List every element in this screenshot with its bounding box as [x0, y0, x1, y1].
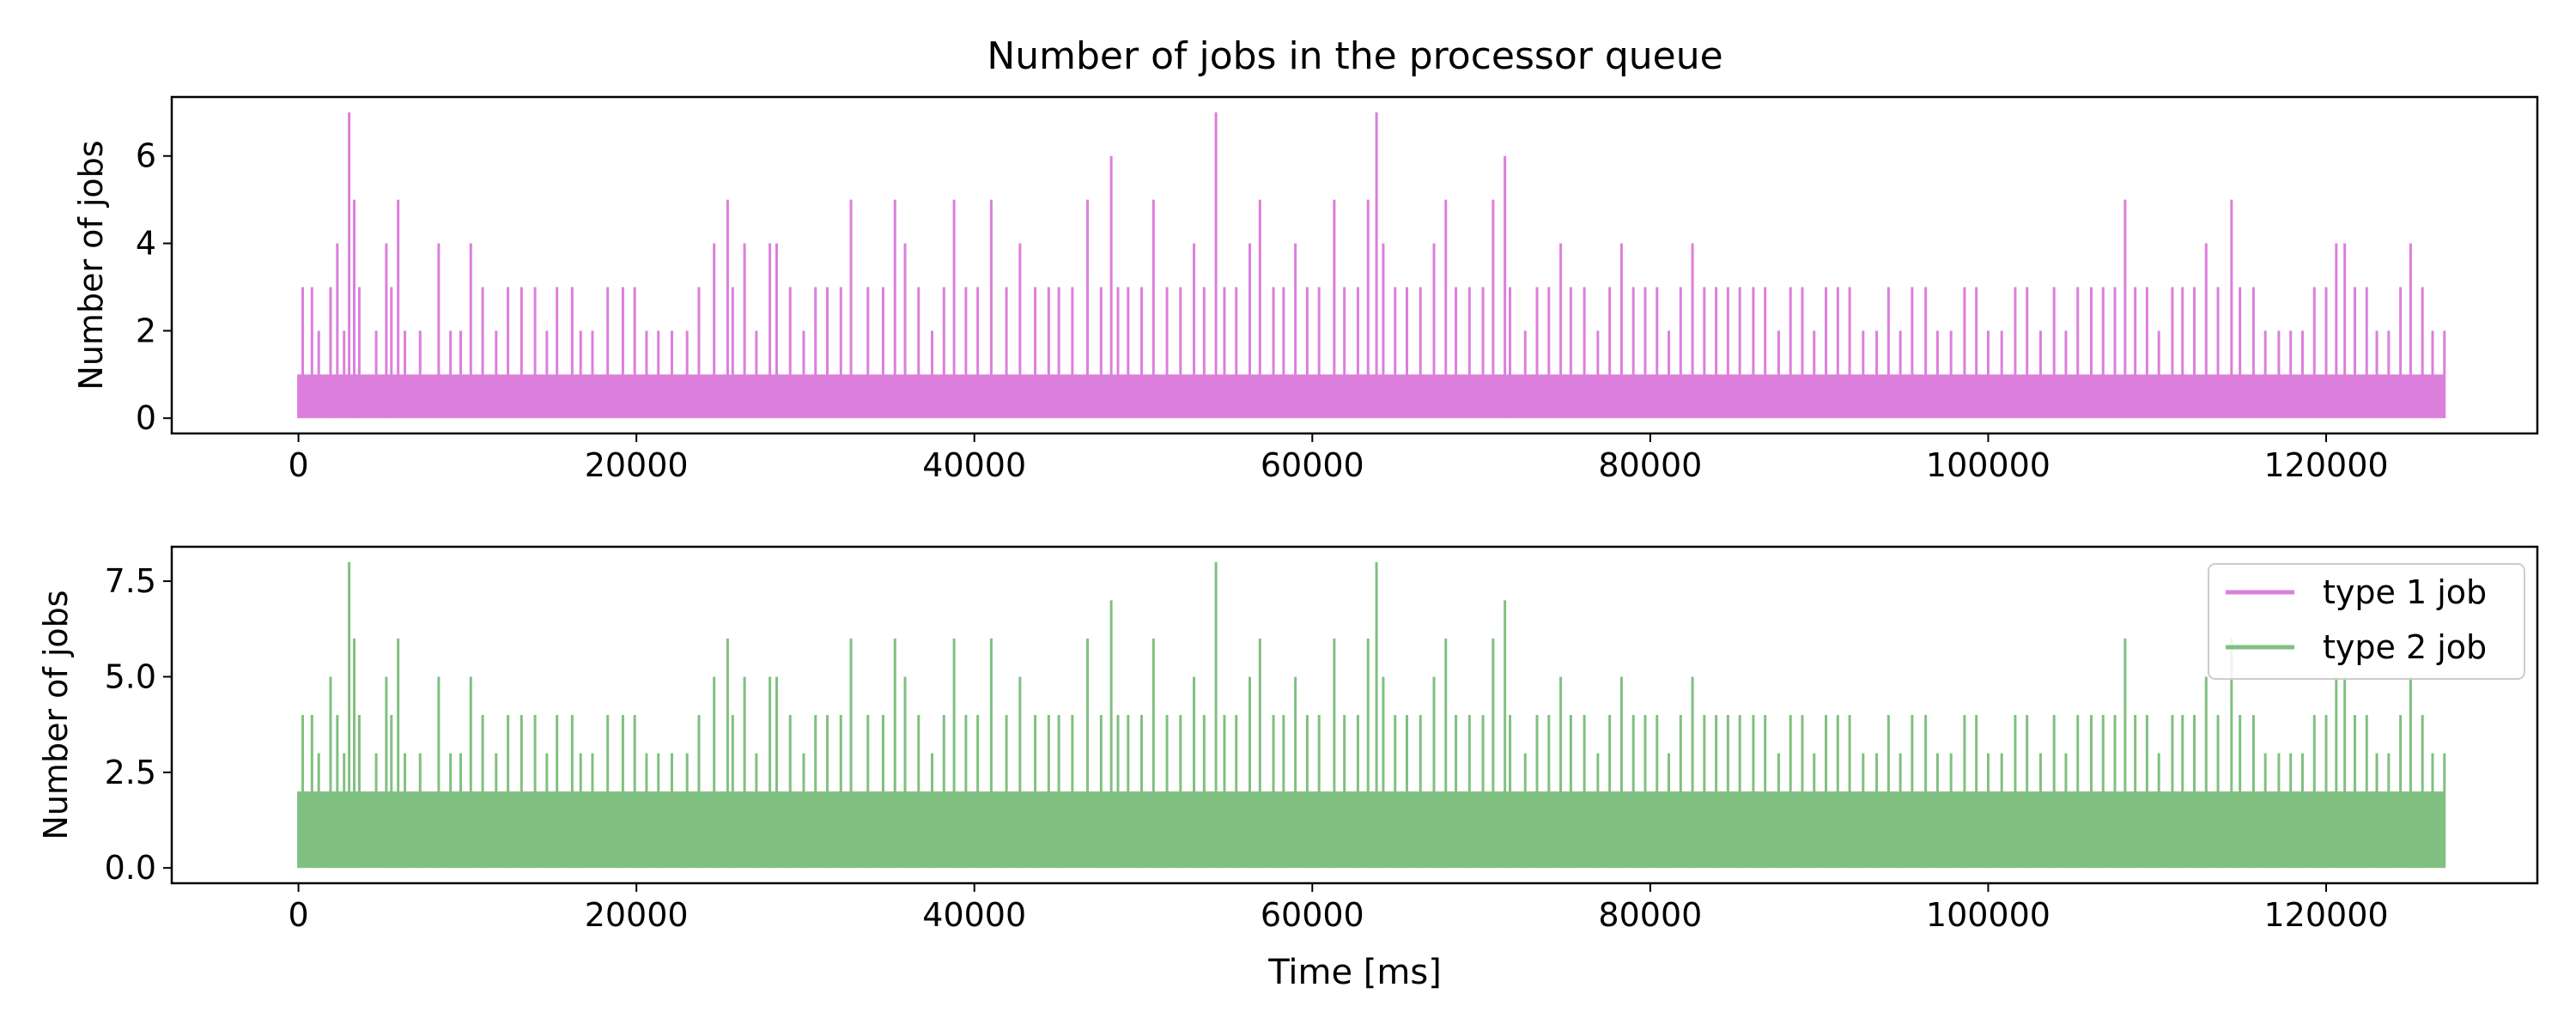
x-tick-label: 20000: [585, 446, 689, 484]
y-tick-label: 5.0: [105, 657, 156, 695]
bottom-y-axis-label: Number of jobs: [37, 590, 75, 839]
bottom-x-ticks: 0 20000 40000 60000 80000 100000 120000: [288, 883, 2389, 934]
x-tick-label: 40000: [922, 446, 1026, 484]
chart-title: Number of jobs in the processor queue: [987, 34, 1722, 78]
x-tick-label: 60000: [1261, 446, 1364, 484]
series-band-1: [298, 791, 2445, 869]
top-y-ticks: 0 2 4 6: [136, 137, 172, 437]
legend: type 1 job type 2 job: [2208, 563, 2525, 680]
x-tick-label: 80000: [1598, 896, 1702, 934]
y-tick-label: 7.5: [105, 562, 156, 600]
x-tick-label: 100000: [1926, 446, 2050, 484]
y-tick-label: 2: [136, 312, 156, 349]
top-plot-area: [170, 95, 2539, 435]
legend-label-type1: type 1 job: [2323, 573, 2487, 611]
series-band-1: [298, 374, 2445, 419]
bottom-y-ticks: 0.0 2.5 5.0 7.5: [105, 562, 172, 887]
top-axes-frame: [170, 95, 2539, 435]
type1-series: [297, 112, 2446, 419]
legend-label-type2: type 2 job: [2323, 628, 2487, 666]
bottom-axes-frame: [170, 545, 2539, 885]
x-tick-label: 80000: [1598, 446, 1702, 484]
y-tick-label: 4: [136, 225, 156, 263]
bottom-plot-area: [170, 545, 2539, 885]
x-tick-label: 40000: [922, 896, 1026, 934]
x-tick-label: 120000: [2263, 446, 2388, 484]
x-tick-label: 20000: [585, 896, 689, 934]
x-axis-label: Time [ms]: [1267, 953, 1442, 992]
top-y-axis-label: Number of jobs: [72, 140, 110, 390]
x-tick-label: 0: [288, 896, 308, 934]
x-tick-label: 0: [288, 446, 308, 484]
y-tick-label: 6: [136, 137, 156, 175]
y-tick-label: 0: [136, 399, 156, 437]
top-panel: 0 20000 40000 60000 80000 100000 120000 0 2 4 6 N…: [72, 95, 2539, 484]
y-tick-label: 2.5: [105, 754, 156, 791]
top-x-ticks: 0 20000 40000 60000 80000 100000 120000: [288, 433, 2389, 484]
type2-series: [297, 561, 2446, 869]
bottom-panel: 0 20000 40000 60000 80000 100000 120000 0.0 2.5…: [37, 545, 2539, 992]
y-tick-label: 0.0: [105, 849, 156, 887]
x-tick-label: 100000: [1926, 896, 2050, 934]
x-tick-label: 60000: [1261, 896, 1364, 934]
x-tick-label: 120000: [2263, 896, 2388, 934]
